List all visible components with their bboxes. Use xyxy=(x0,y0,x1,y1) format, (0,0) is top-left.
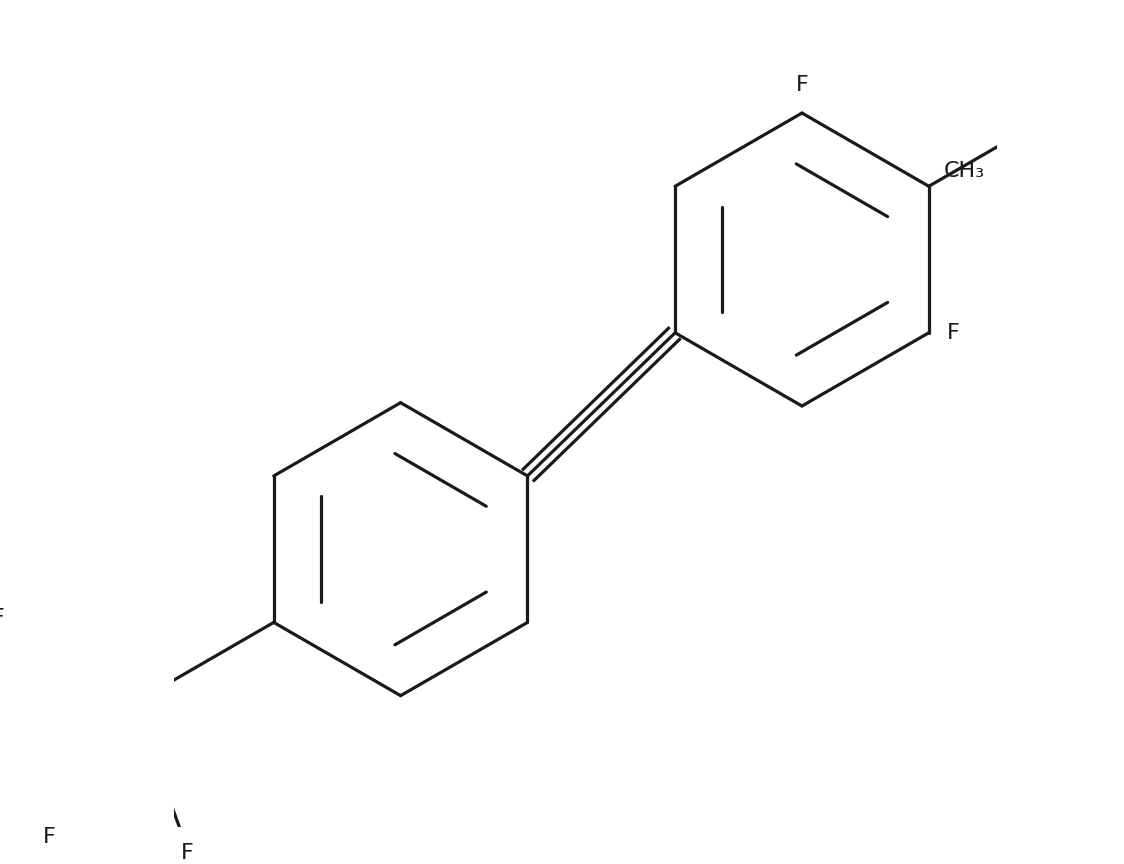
Text: F: F xyxy=(43,827,55,847)
Text: F: F xyxy=(181,842,193,863)
Text: F: F xyxy=(0,608,4,628)
Text: F: F xyxy=(796,75,808,95)
Text: F: F xyxy=(946,323,960,343)
Text: CH₃: CH₃ xyxy=(943,161,985,181)
